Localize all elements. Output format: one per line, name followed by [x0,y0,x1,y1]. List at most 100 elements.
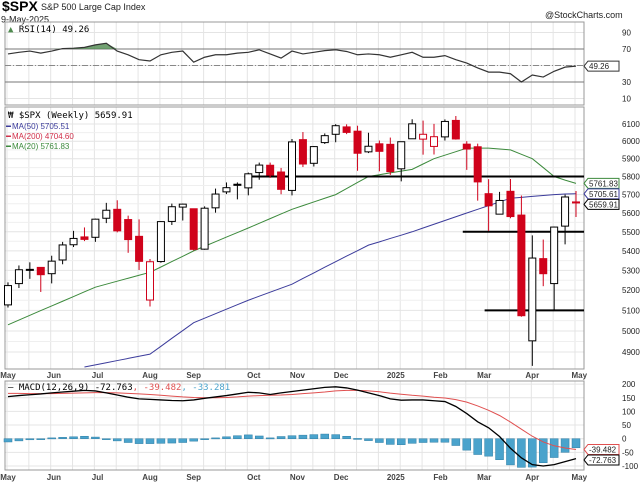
candle [473,143,482,201]
macd-histogram-bar [265,437,275,440]
macd-histogram-bar [254,435,264,439]
price-tick-label: 5700 [622,191,640,200]
macd-histogram-bar [429,438,439,443]
month-label: Aug [142,371,158,380]
candle [124,215,133,253]
panels [4,21,585,471]
macd-histogram-bar [560,438,570,453]
macd-tick-label: 150 [622,394,636,403]
month-label: Dec [334,473,349,482]
macd-histogram-bar [440,438,450,443]
macd-histogram-bar [396,438,406,445]
candle-body [375,143,384,152]
month-label: Aug [142,473,158,482]
candle-body [25,268,34,271]
macd-histogram-bar [14,438,24,442]
candle-body [320,135,329,144]
candle [146,259,154,307]
candle-body [266,164,275,176]
candle [113,200,122,233]
candle [80,227,89,242]
price-legend: ₩ $SPX (Weekly) 5659.91 [8,111,133,121]
month-label: Jun [47,371,61,380]
candle-body [572,201,580,204]
price-tick-label: 5300 [622,266,640,275]
macd-histogram-bar [451,438,461,446]
month-label: 2025 [387,473,405,482]
candle-body [277,171,286,190]
candle-body [462,143,471,150]
macd-tick-label: -50 [622,448,634,457]
macd-legend-name: — [8,383,19,393]
candle [189,208,198,251]
candle-body [331,125,340,135]
ma50-value-box-text: 5705.61 [589,190,618,199]
candle-body [288,141,296,191]
macd-legend: — MACD(12,26,9) -72.763, -39.482, -33.28… [8,383,230,393]
macd-tick-label: 0 [622,435,627,444]
candle [277,167,286,195]
candle [233,182,242,200]
candle [408,119,417,140]
macd-histogram-bar [25,438,35,441]
signal-legend-value: , -39.482 [133,383,182,393]
candle [298,132,307,168]
rsi-plot [5,42,584,83]
hist-legend-value: , -33.281 [181,383,230,393]
macd-histogram-bar [102,438,111,440]
candle [528,235,537,366]
ma50-legend: MA(50) 5705.51 [12,122,70,131]
candle-body [386,143,395,173]
macd-histogram-bar [47,437,56,440]
candle [397,141,406,182]
signal-value-box [583,443,620,455]
macd-histogram-bar [287,435,297,439]
candle [331,124,340,143]
candle [375,140,384,172]
candle-body [244,173,253,189]
candle [440,119,449,141]
candle [266,162,275,178]
rsi-last-value-box-text: 49.26 [589,62,610,71]
macd-histogram-bar [364,438,373,441]
candle [200,206,209,250]
candle [222,182,231,195]
macd-histogram-bar [375,438,384,443]
price-legend-text: $SPX (Weekly) 5659.91 [19,111,133,121]
candle [386,137,395,175]
macd-histogram-bar [495,438,504,460]
month-label: Jul [92,371,104,380]
macd-histogram-bar [538,438,548,463]
candle-body [135,235,144,262]
candle-body [397,141,406,170]
macd-histogram-bar [298,434,308,439]
candle-body [298,139,307,165]
macd-histogram-bar [244,434,253,439]
macd-histogram-bar [309,434,319,439]
candle [309,146,318,167]
month-label: May [571,371,587,380]
price-tick-label: 5200 [622,286,640,295]
macd-histogram-bar [462,438,472,451]
month-label: Oct [247,473,261,482]
candle [102,202,111,224]
price-tick-label: 5100 [622,306,640,315]
rsi-legend-text: RSI(14) 49.26 [19,25,89,35]
watermark: @StockCharts.com [545,10,623,20]
chart-date: 9-May-2025 [1,15,49,25]
candle [517,195,526,317]
candle [451,116,460,140]
candle-body [146,261,154,301]
month-label: Oct [247,371,261,380]
candle [244,172,253,196]
price-tick-label: 5900 [622,155,640,164]
candle [69,230,78,248]
candle-body [14,269,23,285]
macd-value-box [583,454,620,466]
candle-body [80,236,89,240]
macd-histogram-bar [222,436,231,439]
candle [47,255,56,284]
rsi-line [7,42,577,83]
month-label: Nov [290,473,306,482]
